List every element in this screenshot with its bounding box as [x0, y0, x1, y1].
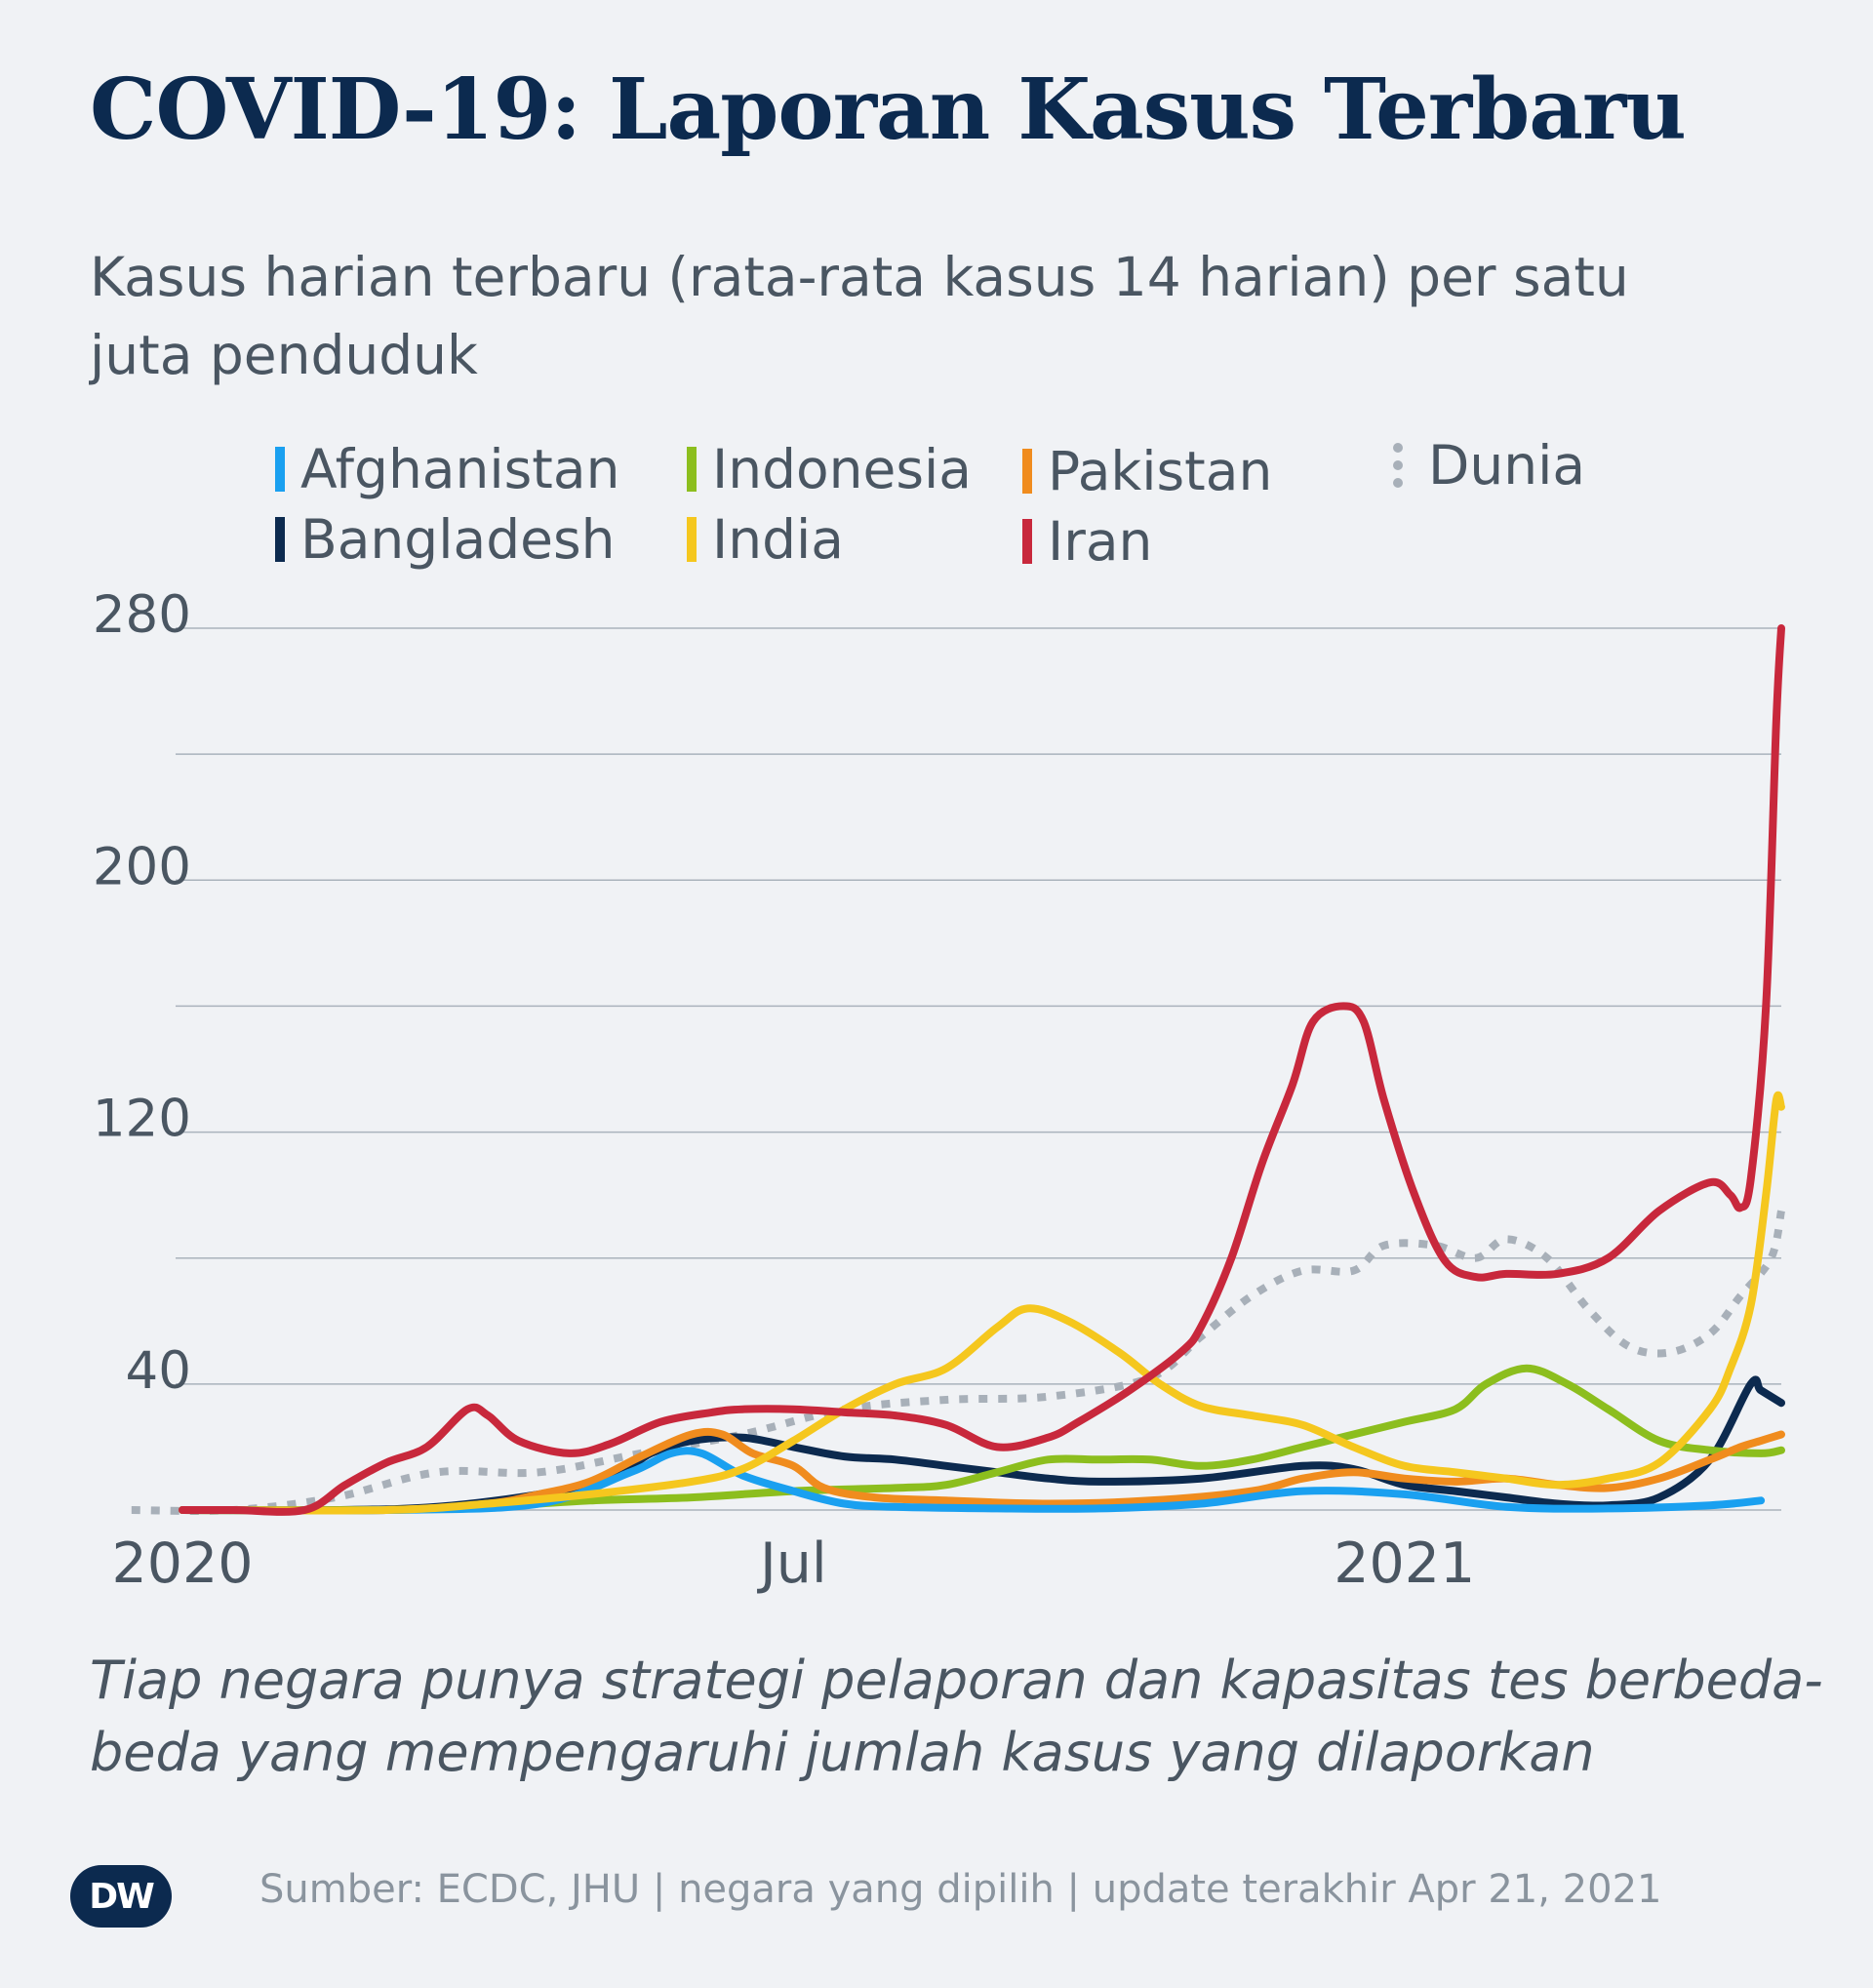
series-line-dunia — [131, 1210, 1785, 1515]
y-tick-label-280: 280 — [93, 585, 191, 645]
legend-item-bangladesh: Bangladesh — [275, 505, 615, 574]
legend-label-india: India — [712, 508, 844, 571]
x-tick-label-2020: 2020 — [111, 1531, 253, 1596]
series-line-india — [179, 1091, 1785, 1515]
legend-label-bangladesh: Bangladesh — [300, 508, 616, 571]
chart-note: Tiap negara punya strategi pelaporan dan… — [90, 1650, 1823, 1783]
y-axis-ticks: 40 120 200 280 — [93, 585, 191, 1401]
gridlines — [176, 627, 1781, 1511]
legend-item-india: India — [687, 505, 844, 574]
source-credit: Sumber: ECDC, JHU | negara yang dipilih … — [259, 1867, 1662, 1912]
legend-swatch-india — [687, 517, 697, 562]
legend-item-iran: Iran — [1022, 507, 1152, 576]
legend-label-afghanistan: Afghanistan — [300, 438, 620, 500]
series-line-pakistan — [179, 1427, 1785, 1515]
chart-title: COVID-19: Laporan Kasus Terbaru — [90, 60, 1687, 159]
legend-label-dunia: Dunia — [1428, 434, 1586, 497]
legend-swatch-afghanistan — [275, 447, 285, 492]
legend-item-afghanistan: Afghanistan — [275, 435, 619, 503]
series-line-iran — [179, 624, 1785, 1516]
legend-label-indonesia: Indonesia — [712, 438, 972, 500]
y-tick-label-200: 200 — [93, 837, 191, 896]
legend-item-indonesia: Indonesia — [687, 435, 972, 503]
legend-label-pakistan: Pakistan — [1048, 440, 1273, 502]
series-lines — [131, 624, 1785, 1516]
x-axis-ticks: 2020 Jul 2021 — [111, 1531, 1475, 1596]
legend-item-dunia: Dunia — [1393, 431, 1585, 499]
legend-label-iran: Iran — [1048, 510, 1153, 573]
legend-swatch-iran — [1022, 519, 1032, 564]
x-tick-label-2021: 2021 — [1334, 1531, 1475, 1596]
line-chart: 40 120 200 280 2020 Jul 2021 — [93, 585, 1785, 1596]
y-tick-label-120: 120 — [93, 1090, 191, 1149]
y-tick-label-40: 40 — [126, 1341, 191, 1401]
dw-logo: DW — [70, 1865, 172, 1928]
legend-swatch-pakistan — [1022, 449, 1032, 494]
legend-swatch-indonesia — [687, 447, 697, 492]
x-tick-label-jul: Jul — [757, 1531, 827, 1596]
legend-item-pakistan: Pakistan — [1022, 437, 1272, 505]
legend-swatch-bangladesh — [275, 517, 285, 562]
series-line-indonesia — [179, 1364, 1785, 1515]
chart-subtitle: Kasus harian terbaru (rata-rata kasus 14… — [90, 246, 1629, 386]
legend-swatch-dunia — [1393, 443, 1403, 488]
